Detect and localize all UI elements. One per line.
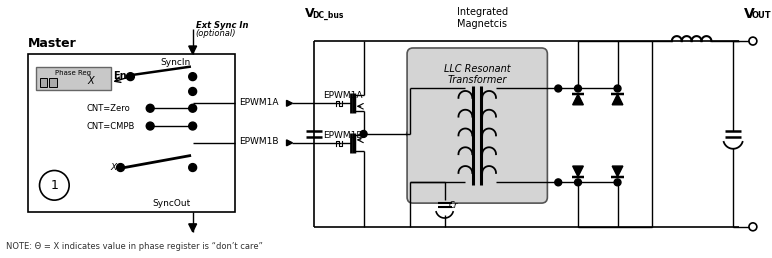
Polygon shape [612, 94, 623, 105]
Circle shape [407, 131, 414, 138]
Circle shape [555, 85, 562, 92]
Text: Integrated
Magnetcis: Integrated Magnetcis [456, 7, 508, 29]
Text: X: X [110, 163, 117, 172]
Circle shape [188, 87, 197, 95]
Circle shape [188, 122, 197, 130]
Text: Master: Master [28, 37, 76, 50]
Text: EPWM1B: EPWM1B [323, 131, 363, 140]
Polygon shape [573, 166, 584, 177]
Text: OUT: OUT [752, 11, 771, 20]
Text: DC_bus: DC_bus [312, 10, 344, 20]
Circle shape [555, 179, 562, 186]
Circle shape [361, 131, 367, 138]
Text: EPWM1A: EPWM1A [323, 91, 363, 100]
Text: (optional): (optional) [195, 29, 236, 38]
Circle shape [188, 73, 197, 80]
Text: NOTE: Θ = X indicates value in phase register is “don’t care”: NOTE: Θ = X indicates value in phase reg… [6, 241, 262, 251]
Text: LLC Resonant
Transformer: LLC Resonant Transformer [444, 64, 510, 85]
Circle shape [117, 164, 124, 172]
Text: SyncIn: SyncIn [161, 58, 191, 67]
Circle shape [749, 223, 757, 231]
Polygon shape [612, 166, 623, 177]
Text: $\mathbf{V}$: $\mathbf{V}$ [304, 7, 316, 20]
Text: X: X [87, 76, 94, 86]
Text: Phase Reg: Phase Reg [55, 70, 91, 76]
Circle shape [146, 122, 154, 130]
Bar [28, 54, 235, 212]
Bar [39, 78, 47, 86]
Text: CNT=Zero: CNT=Zero [87, 104, 130, 113]
Circle shape [614, 179, 621, 186]
Polygon shape [573, 94, 584, 105]
Circle shape [188, 164, 197, 172]
Bar [49, 78, 57, 86]
Circle shape [146, 104, 154, 112]
Text: Cr: Cr [449, 200, 458, 209]
Polygon shape [188, 224, 197, 232]
Text: SyncOut: SyncOut [152, 199, 191, 208]
Text: EPWM1A: EPWM1A [239, 98, 279, 107]
Circle shape [749, 37, 757, 45]
Circle shape [188, 104, 197, 112]
FancyBboxPatch shape [407, 48, 547, 203]
Text: CNT=CMPB: CNT=CMPB [87, 122, 135, 131]
Circle shape [39, 171, 69, 200]
Circle shape [574, 85, 581, 92]
Polygon shape [286, 140, 293, 146]
Polygon shape [286, 100, 293, 106]
Circle shape [574, 179, 581, 186]
Circle shape [127, 73, 134, 80]
Text: $\mathbf{V}$: $\mathbf{V}$ [743, 7, 756, 21]
Circle shape [614, 85, 621, 92]
Bar [36, 67, 110, 91]
Text: En: En [113, 71, 127, 81]
Text: Ext Sync In: Ext Sync In [195, 21, 248, 30]
Polygon shape [188, 46, 197, 54]
Text: EPWM1B: EPWM1B [239, 137, 279, 146]
Text: 1: 1 [50, 179, 58, 192]
